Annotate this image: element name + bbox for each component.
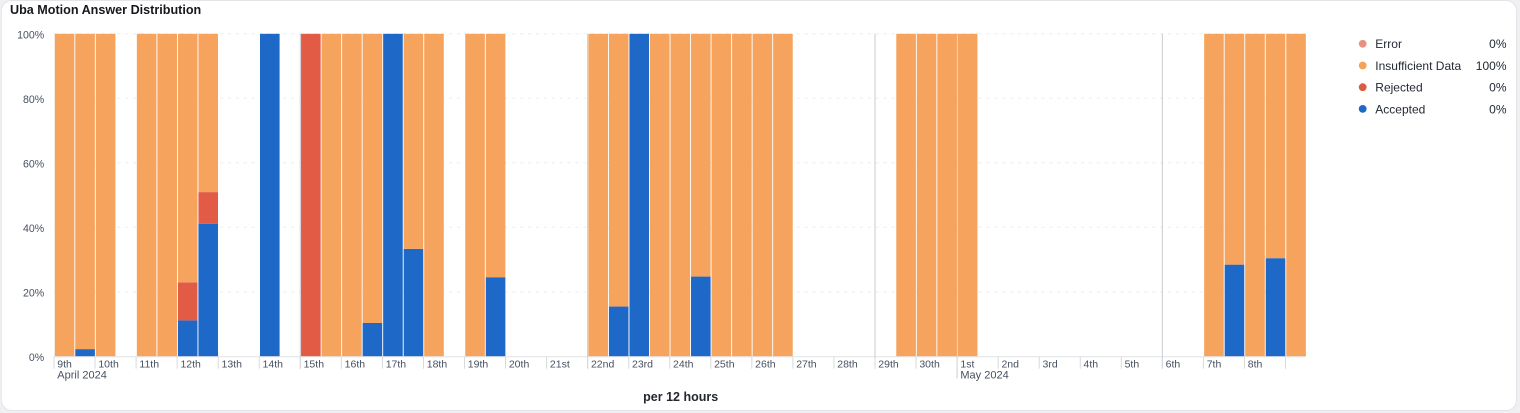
svg-text:25th: 25th bbox=[714, 359, 735, 371]
svg-text:6th: 6th bbox=[1166, 359, 1181, 371]
svg-text:40%: 40% bbox=[23, 223, 45, 235]
svg-text:100%: 100% bbox=[17, 30, 45, 42]
svg-text:12th: 12th bbox=[180, 359, 201, 371]
svg-text:3rd: 3rd bbox=[1043, 359, 1058, 371]
svg-text:20th: 20th bbox=[509, 359, 530, 371]
svg-text:per 12 hours: per 12 hours bbox=[643, 390, 718, 404]
svg-text:18th: 18th bbox=[427, 359, 448, 371]
svg-text:28th: 28th bbox=[837, 359, 858, 371]
svg-text:100%: 100% bbox=[1476, 59, 1507, 73]
svg-text:13th: 13th bbox=[222, 359, 243, 371]
svg-text:80%: 80% bbox=[23, 94, 45, 106]
svg-text:10th: 10th bbox=[98, 359, 119, 371]
svg-text:19th: 19th bbox=[468, 359, 489, 371]
svg-text:9th: 9th bbox=[57, 359, 72, 371]
svg-text:April 2024: April 2024 bbox=[57, 369, 107, 381]
svg-text:May 2024: May 2024 bbox=[960, 369, 1008, 381]
svg-text:5th: 5th bbox=[1125, 359, 1140, 371]
svg-text:23rd: 23rd bbox=[632, 359, 653, 371]
svg-text:60%: 60% bbox=[23, 159, 45, 171]
svg-text:15th: 15th bbox=[304, 359, 325, 371]
svg-text:1st: 1st bbox=[960, 359, 974, 371]
svg-text:Accepted: Accepted bbox=[1375, 102, 1425, 116]
svg-text:Uba Motion Answer Distribution: Uba Motion Answer Distribution bbox=[10, 3, 201, 17]
svg-text:0%: 0% bbox=[1489, 102, 1507, 116]
svg-text:Insufficient Data: Insufficient Data bbox=[1375, 59, 1461, 73]
svg-text:2nd: 2nd bbox=[1001, 359, 1019, 371]
svg-text:14th: 14th bbox=[263, 359, 284, 371]
svg-text:0%: 0% bbox=[1489, 37, 1507, 51]
svg-text:30th: 30th bbox=[919, 359, 940, 371]
svg-text:Rejected: Rejected bbox=[1375, 81, 1422, 95]
svg-text:8th: 8th bbox=[1248, 359, 1263, 371]
svg-text:11th: 11th bbox=[139, 359, 159, 371]
svg-text:0%: 0% bbox=[29, 352, 45, 364]
svg-text:7th: 7th bbox=[1207, 359, 1222, 371]
svg-text:17th: 17th bbox=[386, 359, 407, 371]
svg-text:21st: 21st bbox=[550, 359, 570, 371]
svg-text:4th: 4th bbox=[1084, 359, 1099, 371]
svg-text:29th: 29th bbox=[878, 359, 899, 371]
svg-text:0%: 0% bbox=[1489, 81, 1507, 95]
svg-text:22nd: 22nd bbox=[591, 359, 615, 371]
svg-text:16th: 16th bbox=[345, 359, 366, 371]
svg-text:27th: 27th bbox=[796, 359, 817, 371]
svg-text:Error: Error bbox=[1375, 37, 1402, 51]
svg-text:26th: 26th bbox=[755, 359, 776, 371]
svg-text:20%: 20% bbox=[23, 288, 45, 300]
svg-text:24th: 24th bbox=[673, 359, 694, 371]
